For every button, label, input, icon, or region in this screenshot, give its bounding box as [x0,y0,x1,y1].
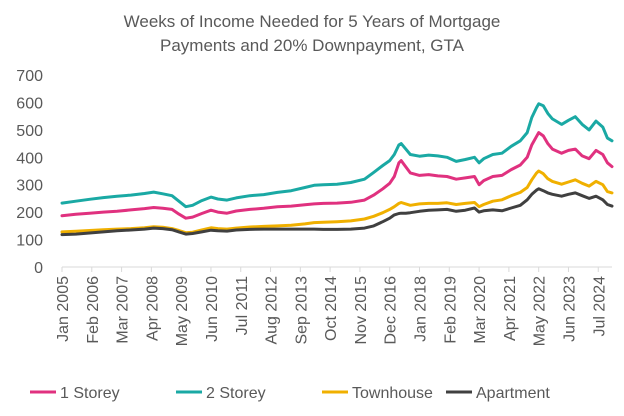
y-tick-label: 0 [34,260,43,277]
legend-label: 2 Storey [206,385,266,402]
x-tick-label: Aug 2012 [264,276,281,345]
x-axis: Jan 2005 Feb 2006 Mar 2007 Apr 2008 May 2009… [55,266,612,346]
x-tick-label: Mar 2020 [472,276,489,344]
legend-label: Townhouse [352,385,433,402]
y-tick-label: 400 [16,150,43,167]
x-tick-label: Jul 2011 [234,276,251,335]
x-tick-label: Jun 2023 [561,276,578,342]
y-tick-label: 600 [16,95,43,112]
x-tick-label: Sep 2013 [293,276,310,345]
series-line-apartment [60,187,614,237]
x-tick-label: Nov 2015 [353,276,370,345]
y-tick-label: 300 [16,178,43,195]
chart-title-line-1: Weeks of Income Needed for 5 Years of Mo… [124,12,501,31]
legend: 1 Storey 2 Storey Townhouse Apartment [30,385,550,402]
x-tick-label: Apr 2021 [502,276,519,341]
series-line-2-storey [60,102,614,209]
x-tick-label: Jan 2005 [55,276,72,342]
x-tick-label: Dec 2016 [383,276,400,345]
y-tick-label: 100 [16,233,43,250]
x-tick-label: Mar 2007 [115,276,132,344]
legend-label: Apartment [476,385,550,402]
series-line-1-storey [60,131,614,220]
y-tick-label: 500 [16,123,43,140]
x-tick-label: Oct 2014 [323,276,340,341]
x-tick-label: Feb 2006 [85,276,102,344]
chart-title-line-2: Payments and 20% Downpayment, GTA [160,36,465,55]
x-tick-label: Jul 2024 [591,276,608,337]
y-tick-label: 700 [16,68,43,85]
legend-label: 1 Storey [60,385,120,402]
series-lines [60,102,614,237]
x-tick-label: Feb 2019 [442,276,459,344]
x-tick-label: Jan 2018 [413,276,430,342]
x-tick-label: May 2022 [532,276,549,346]
y-tick-label: 200 [16,205,43,222]
x-tick-label: Jun 2010 [204,276,221,342]
x-tick-label: May 2009 [174,276,191,346]
x-tick-label: Apr 2008 [144,276,161,341]
y-axis: 0 100 200 300 400 500 600 700 [16,68,43,277]
